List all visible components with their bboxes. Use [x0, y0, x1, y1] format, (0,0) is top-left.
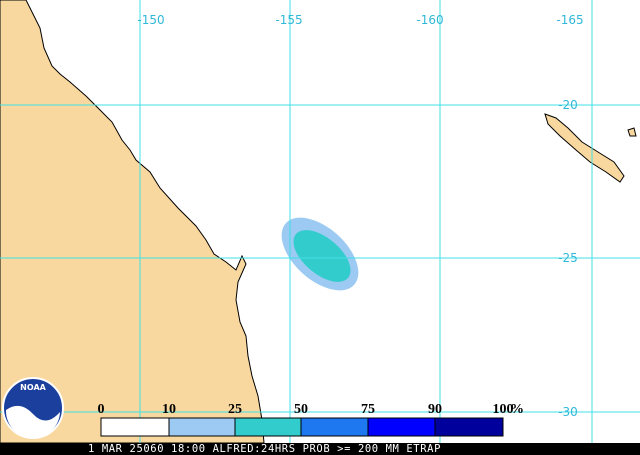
legend-label: 0 [98, 402, 105, 417]
legend-label: 25 [228, 402, 242, 417]
longitude-label: -150 [137, 13, 164, 27]
new-caledonia [544, 113, 625, 183]
probability-area [281, 217, 359, 291]
legend: 0 10 25 50 75 90 100% [98, 402, 524, 437]
island [627, 127, 637, 137]
legend-swatch [100, 417, 170, 437]
legend-label: 90 [428, 402, 442, 417]
latitude-label: -30 [558, 405, 578, 419]
legend-label: 50 [294, 402, 308, 417]
legend-swatch [234, 417, 302, 437]
legend-swatch [168, 417, 236, 437]
footer-bar [0, 443, 640, 455]
longitude-label: -165 [556, 13, 583, 27]
longitude-label: -155 [275, 13, 302, 27]
legend-swatch [434, 417, 504, 437]
legend-label: 75 [361, 402, 375, 417]
longitude-label: -160 [416, 13, 443, 27]
legend-swatch [300, 417, 369, 437]
latitude-label: -20 [558, 98, 578, 112]
logo-text: NOAA [20, 383, 46, 392]
logo-wave [5, 405, 60, 439]
legend-unit: % [510, 402, 524, 417]
graticule: -150 -155 -160 -165 -20 -25 -30 [0, 0, 640, 443]
latitude-label: -25 [558, 251, 578, 265]
legend-label: 100 [493, 402, 514, 417]
noaa-logo: NOAA [2, 377, 64, 439]
legend-label: 10 [162, 402, 176, 417]
footer-text: 1 MAR 25060 18:00 ALFRED:24HRS PROB >= 2… [88, 443, 441, 455]
legend-swatch [367, 417, 436, 437]
australia-coast [0, 0, 265, 444]
prob-25-50 [293, 230, 351, 282]
